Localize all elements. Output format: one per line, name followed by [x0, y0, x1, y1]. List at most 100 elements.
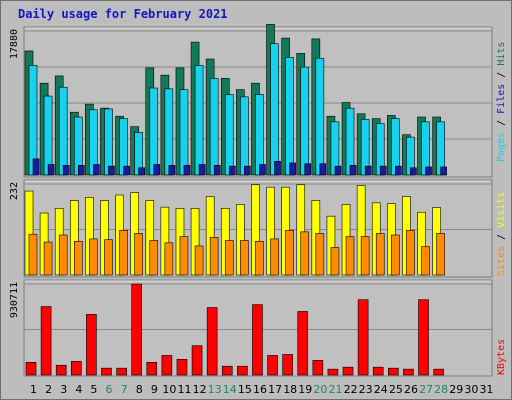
kbytes-bar — [86, 314, 97, 376]
sites-bar — [270, 238, 279, 276]
pages-bar — [93, 164, 100, 176]
x-tick-label: 30 — [464, 383, 478, 396]
sites-bar — [119, 229, 128, 276]
kbytes-bar — [161, 355, 173, 376]
x-tick-label: 18 — [283, 383, 297, 396]
pages-bar — [395, 165, 402, 176]
x-tick-label: 27 — [419, 383, 433, 396]
x-tick-label: 12 — [193, 383, 207, 396]
pages-bar — [364, 165, 372, 176]
kbytes-bar — [116, 367, 127, 376]
files-bar — [104, 108, 113, 176]
kbytes-bar — [176, 359, 188, 376]
pages-bar — [47, 164, 55, 176]
files-bar — [255, 94, 264, 176]
kbytes-bar — [297, 311, 309, 376]
sites-bar — [194, 245, 204, 276]
sites-bar — [104, 239, 113, 276]
kbytes-bar — [357, 299, 369, 376]
sites-bar — [209, 237, 219, 276]
kbytes-bar — [131, 283, 142, 376]
x-tick-label: 16 — [253, 383, 267, 396]
sites-bar — [285, 229, 294, 276]
x-tick-label: 9 — [151, 383, 158, 396]
sites-bar — [149, 240, 159, 276]
x-tick-label: 17 — [268, 383, 282, 396]
pages-bar — [440, 166, 447, 176]
x-tick-label: 20 — [313, 383, 327, 396]
x-tick-label: 19 — [298, 383, 312, 396]
files-bar — [285, 57, 294, 176]
pages-bar — [319, 163, 327, 176]
files-bar — [28, 65, 38, 176]
files-bar — [224, 94, 234, 176]
kbytes-bar — [342, 366, 354, 376]
x-tick-label: 14 — [223, 383, 237, 396]
files-bar — [164, 88, 174, 176]
x-tick-label: 21 — [328, 383, 342, 396]
files-bar — [43, 95, 53, 176]
files-bar — [194, 65, 204, 176]
kbytes-bar — [146, 361, 158, 376]
chart-title: Daily usage for February 2021 — [18, 7, 228, 21]
sites-bar — [240, 240, 249, 276]
kbytes-bar — [312, 360, 324, 376]
sites-bar — [375, 233, 385, 276]
legend-top: Pages / Files / Hits — [496, 42, 507, 162]
sites-bar — [360, 236, 370, 276]
sites-bar — [164, 242, 174, 276]
sites-bar — [345, 236, 355, 276]
legend-bottom: KBytes — [496, 339, 507, 375]
x-tick-label: 11 — [178, 383, 192, 396]
x-tick-label: 15 — [238, 383, 252, 396]
kbytes-bar — [40, 306, 52, 376]
legend-middle: Sites / Visits — [496, 192, 507, 276]
kbytes-bar — [372, 366, 384, 376]
pages-bar — [62, 165, 70, 176]
pages-bar — [244, 165, 251, 176]
x-tick-label: 2 — [45, 383, 52, 396]
x-tick-label: 25 — [389, 383, 403, 396]
kbytes-bar — [221, 365, 233, 376]
pages-bar — [304, 163, 312, 176]
y-max-label: 930711 — [9, 282, 20, 318]
kbytes-bar — [237, 365, 248, 376]
pages-bar — [213, 165, 221, 176]
sites-bar — [134, 233, 143, 276]
kbytes-bar — [101, 367, 112, 376]
x-tick-label: 22 — [344, 383, 358, 396]
pages-bar — [108, 165, 115, 176]
pages-bar — [183, 165, 191, 176]
kbytes-bar — [25, 361, 37, 376]
kbytes-bar — [191, 345, 203, 376]
x-tick-label: 1 — [30, 383, 37, 396]
x-tick-label: 24 — [374, 383, 388, 396]
files-bar — [345, 107, 355, 176]
kbytes-bar — [418, 299, 429, 376]
sites-bar — [300, 231, 310, 276]
x-tick-label: 7 — [121, 383, 128, 396]
x-tick-label: 5 — [90, 383, 97, 396]
pages-bar — [425, 166, 432, 176]
pages-bar — [123, 165, 130, 176]
sites-bar — [58, 234, 68, 276]
x-tick-label: 4 — [75, 383, 82, 396]
pages-bar — [138, 167, 145, 176]
kbytes-bar — [433, 368, 444, 376]
pages-bar — [198, 164, 206, 176]
sites-bar — [255, 240, 264, 276]
kbytes-bar — [327, 368, 339, 376]
sites-bar — [315, 233, 325, 276]
pages-bar — [32, 158, 40, 176]
kbytes-bar — [267, 355, 278, 376]
pages-bar — [153, 164, 161, 176]
kbytes-bar — [252, 304, 263, 376]
x-tick-label: 8 — [136, 383, 143, 396]
files-bar — [270, 43, 279, 176]
files-bar — [300, 66, 310, 176]
x-tick-label: 29 — [449, 383, 463, 396]
pages-bar — [274, 161, 281, 176]
pages-bar — [379, 165, 387, 176]
x-tick-label: 6 — [106, 383, 113, 396]
files-bar — [149, 87, 159, 176]
